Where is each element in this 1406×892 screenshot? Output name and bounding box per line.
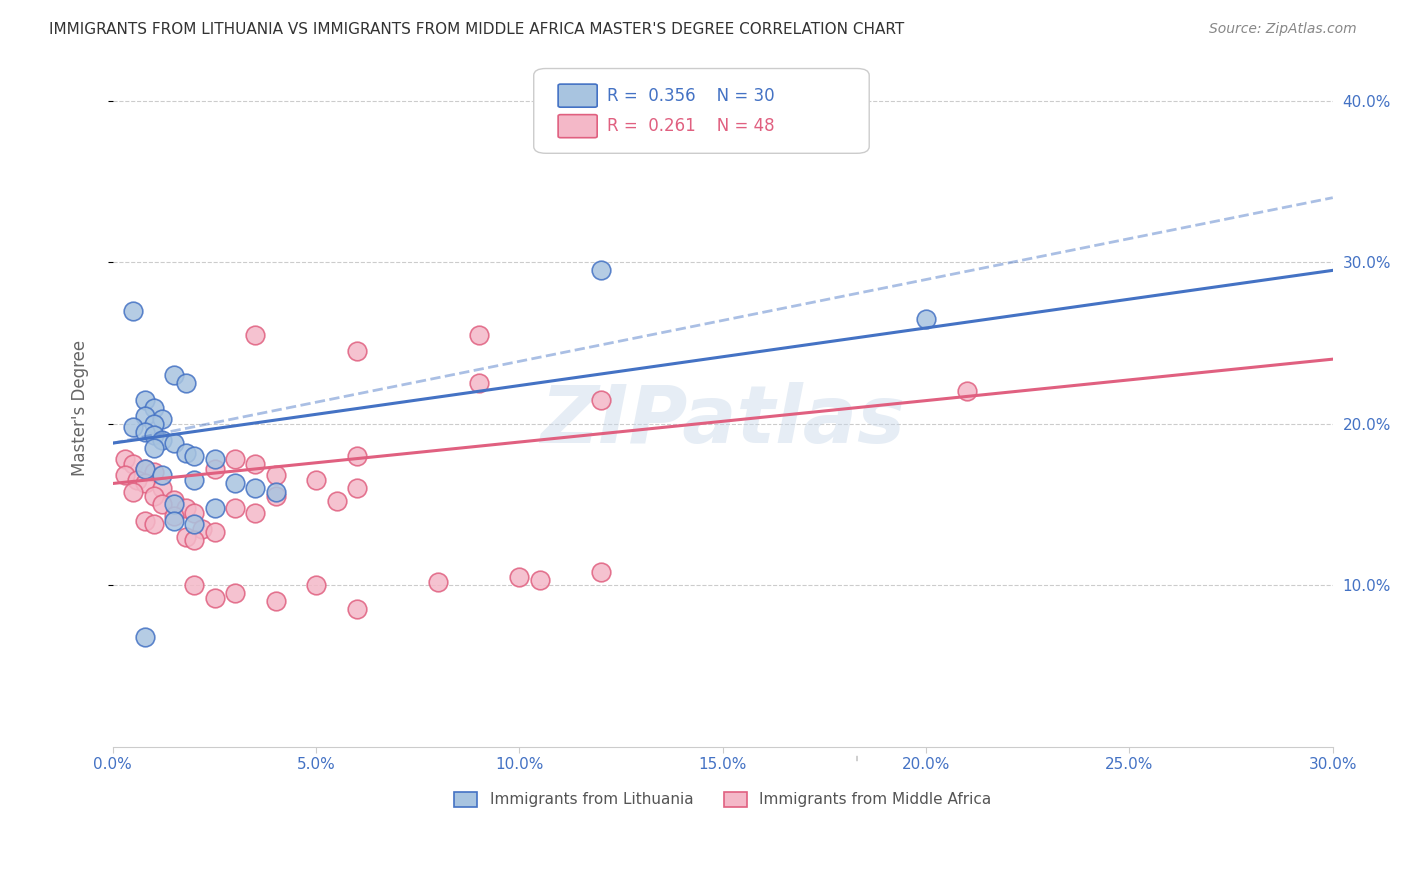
Point (163, 368, 186, 383)
Point (243, 457, 266, 471)
Point (204, 591, 226, 606)
Point (183, 578, 205, 592)
Point (163, 508, 186, 523)
Point (468, 327, 491, 342)
Point (305, 578, 328, 592)
Point (305, 473, 328, 487)
Point (122, 303, 145, 318)
Point (183, 506, 205, 520)
Point (114, 468, 136, 483)
Point (150, 498, 173, 512)
Point (134, 476, 156, 491)
Point (163, 498, 186, 512)
Point (191, 522, 214, 536)
Text: R =  0.356    N = 30: R = 0.356 N = 30 (607, 87, 775, 104)
Point (589, 263, 612, 277)
Point (142, 489, 165, 503)
Y-axis label: Master's Degree: Master's Degree (72, 340, 89, 475)
Point (174, 376, 197, 391)
Point (150, 433, 173, 447)
Point (915, 311, 938, 326)
Point (142, 417, 165, 431)
Point (204, 462, 226, 476)
Point (325, 494, 347, 508)
Point (134, 462, 156, 476)
FancyBboxPatch shape (558, 84, 598, 107)
Point (264, 468, 287, 483)
Point (174, 446, 197, 460)
Point (346, 481, 368, 495)
Point (204, 524, 226, 539)
Point (163, 436, 186, 450)
Point (163, 514, 186, 528)
Point (134, 392, 156, 407)
Point (183, 473, 205, 487)
Point (956, 384, 979, 399)
Point (150, 468, 173, 483)
Point (134, 409, 156, 423)
Point (134, 425, 156, 439)
Point (224, 452, 246, 467)
FancyBboxPatch shape (534, 69, 869, 153)
Text: IMMIGRANTS FROM LITHUANIA VS IMMIGRANTS FROM MIDDLE AFRICA MASTER'S DEGREE CORRE: IMMIGRANTS FROM LITHUANIA VS IMMIGRANTS … (49, 22, 904, 37)
Point (427, 574, 450, 589)
Point (183, 449, 205, 463)
Point (468, 376, 491, 391)
Text: R =  0.261    N = 48: R = 0.261 N = 48 (607, 117, 775, 136)
Point (346, 449, 368, 463)
FancyBboxPatch shape (558, 115, 598, 137)
Point (142, 428, 165, 442)
Point (529, 574, 551, 588)
Point (134, 514, 156, 528)
Point (224, 500, 246, 515)
Point (174, 500, 197, 515)
Point (243, 481, 266, 495)
Point (508, 570, 530, 584)
Text: Source: ZipAtlas.com: Source: ZipAtlas.com (1209, 22, 1357, 37)
Point (142, 401, 165, 415)
Point (142, 465, 165, 479)
Point (134, 630, 156, 644)
Point (142, 516, 165, 531)
Point (183, 516, 205, 531)
Point (163, 492, 186, 507)
Point (224, 586, 246, 600)
Point (183, 533, 205, 547)
Point (122, 484, 145, 499)
Point (346, 344, 368, 359)
Point (589, 392, 612, 407)
Point (150, 481, 173, 495)
Point (264, 489, 287, 503)
Point (264, 594, 287, 608)
Point (142, 441, 165, 455)
Text: ZIPatlas: ZIPatlas (540, 382, 905, 460)
Point (204, 500, 226, 515)
Point (589, 566, 612, 580)
Point (150, 412, 173, 426)
Point (264, 484, 287, 499)
Legend: Immigrants from Lithuania, Immigrants from Middle Africa: Immigrants from Lithuania, Immigrants fr… (449, 785, 997, 814)
Point (346, 602, 368, 616)
Point (204, 452, 226, 467)
Point (243, 327, 266, 342)
Point (224, 476, 246, 491)
Point (243, 506, 266, 520)
Point (174, 530, 197, 544)
Point (122, 420, 145, 434)
Point (114, 452, 136, 467)
Point (122, 457, 145, 471)
Point (127, 473, 149, 487)
Point (134, 462, 156, 476)
